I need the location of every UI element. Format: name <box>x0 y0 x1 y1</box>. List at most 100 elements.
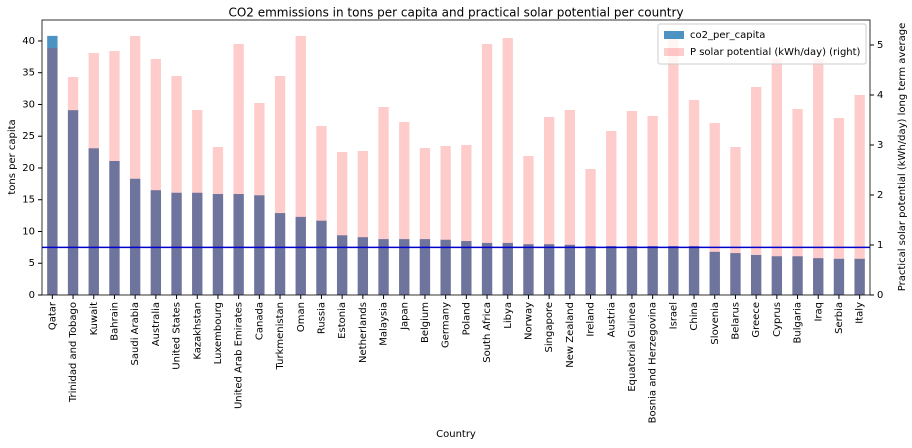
x-tick-label: Bahrain <box>109 302 120 341</box>
bar <box>192 192 203 295</box>
y2-tick-label: 2 <box>877 190 883 201</box>
x-tick-label: Russia <box>316 302 327 334</box>
bar <box>564 110 576 295</box>
bar <box>792 109 803 295</box>
bar <box>709 123 720 295</box>
bar <box>47 48 58 295</box>
x-tick-label: Canada <box>254 302 265 340</box>
x-tick-label: Slovenia <box>710 302 721 345</box>
bar <box>47 35 58 296</box>
x-tick-label: Germany <box>441 302 452 348</box>
bar <box>543 117 555 295</box>
x-tick-label: Italy <box>855 302 866 324</box>
x-tick-label: China <box>689 302 700 331</box>
bar <box>129 36 141 295</box>
x-tick-label: Bulgaria <box>793 302 804 343</box>
bar <box>378 239 389 295</box>
x-tick-label: Luxembourg <box>213 302 224 364</box>
legend-box <box>657 23 867 65</box>
legend-label: P solar potential (kWh/day) (right) <box>690 47 861 58</box>
bar <box>647 116 658 295</box>
bar <box>730 147 741 295</box>
y-tick-label: 20 <box>22 163 35 174</box>
bar <box>543 244 555 295</box>
y2-axis-label: Practical solar potential (kWh/day) long… <box>897 23 908 291</box>
x-tick-label: Estonia <box>337 302 348 339</box>
bar <box>750 87 762 295</box>
bar <box>67 77 79 295</box>
legend-swatch <box>664 31 684 39</box>
legend-swatch <box>664 48 684 56</box>
bar <box>833 118 845 295</box>
x-tick-label: Poland <box>461 302 472 335</box>
bar <box>316 220 327 295</box>
y-tick-label: 5 <box>29 258 35 269</box>
y-tick-label: 10 <box>22 226 35 237</box>
bar <box>709 251 720 295</box>
bar <box>813 59 824 295</box>
bar <box>67 110 79 296</box>
x-tick-label: Turkmenistan <box>275 302 286 370</box>
y-tick-label: 30 <box>22 99 35 110</box>
bar <box>606 246 617 295</box>
bar <box>233 194 244 295</box>
bar <box>461 241 472 295</box>
bar <box>688 100 700 295</box>
bar <box>336 235 348 295</box>
x-tick-label: Australia <box>151 302 162 346</box>
x-tick-label: Qatar <box>47 301 58 330</box>
bar <box>129 178 141 295</box>
bar <box>109 51 120 295</box>
x-tick-label: South Africa <box>482 302 493 363</box>
x-tick-label: Singapore <box>544 302 555 352</box>
bar <box>688 246 700 295</box>
x-tick-label: United States <box>172 302 183 370</box>
bar <box>171 192 182 295</box>
x-tick-label: Belgium <box>420 302 431 343</box>
bar <box>212 147 224 295</box>
bar <box>481 44 493 295</box>
bar <box>192 110 203 295</box>
y-tick-label: 40 <box>22 36 35 47</box>
x-tick-label: Trinidad and Tobago <box>68 302 79 403</box>
x-tick-label: Greece <box>751 302 762 338</box>
x-tick-label: Netherlands <box>358 302 369 363</box>
bar <box>771 256 783 295</box>
bar <box>585 169 596 295</box>
bar <box>357 151 369 295</box>
bar <box>88 53 99 295</box>
bar <box>212 194 224 295</box>
bar <box>502 38 513 295</box>
bar <box>254 103 265 295</box>
bar <box>419 239 431 295</box>
x-axis-label: Country <box>436 429 476 440</box>
x-tick-label: Iraq <box>813 302 824 322</box>
y-tick-label: 35 <box>22 68 35 79</box>
bar <box>419 148 431 295</box>
bar <box>440 239 451 295</box>
bar <box>88 148 99 295</box>
bar <box>461 145 472 295</box>
bar <box>150 190 162 295</box>
bar <box>813 258 824 295</box>
bar <box>668 246 679 295</box>
y2-tick-label: 0 <box>877 290 883 301</box>
bar <box>109 160 120 295</box>
bar <box>523 244 534 295</box>
bar <box>295 36 306 295</box>
bar <box>606 131 617 295</box>
x-tick-label: Serbia <box>834 302 845 334</box>
x-tick-label: Equatorial Guinea <box>627 302 638 392</box>
x-tick-label: Saudi Arabia <box>130 302 141 365</box>
bar <box>564 244 576 295</box>
bar <box>585 246 596 295</box>
bar <box>440 146 451 295</box>
x-tick-label: Malaysia <box>379 302 390 346</box>
x-tick-label: Bosnia and Herzegovina <box>648 302 659 423</box>
plot-frame <box>41 19 871 296</box>
y2-tick-label: 1 <box>877 240 883 251</box>
bar <box>502 242 513 295</box>
bar <box>792 256 803 295</box>
y2-tick-label: 3 <box>877 140 883 151</box>
legend-label: co2_per_capita <box>690 30 765 41</box>
